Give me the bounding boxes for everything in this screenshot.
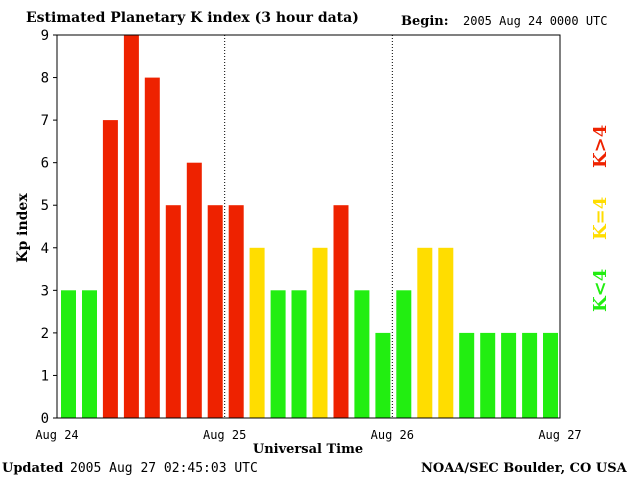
- bar: [333, 205, 349, 418]
- bar: [417, 247, 433, 418]
- bar: [123, 35, 139, 418]
- x-day-label: Aug 26: [371, 428, 414, 442]
- bar: [375, 332, 391, 418]
- legend-green: K<4: [590, 268, 611, 312]
- y-tick-label: 8: [41, 71, 49, 87]
- y-tick-label: 0: [41, 411, 49, 427]
- x-day-label: Aug 24: [35, 428, 78, 442]
- bar: [480, 332, 496, 418]
- y-tick-label: 1: [41, 368, 49, 384]
- bar: [438, 247, 454, 418]
- legend-yellow: K=4: [590, 196, 611, 240]
- bar: [186, 162, 202, 418]
- y-tick-label: 5: [41, 198, 49, 214]
- bar: [354, 290, 370, 418]
- y-tick-label: 2: [41, 326, 49, 342]
- bar: [522, 332, 538, 418]
- y-tick-label: 6: [41, 156, 49, 172]
- legend-red: K>4: [590, 124, 611, 168]
- y-tick-label: 3: [41, 283, 49, 299]
- y-tick-label: 9: [41, 28, 49, 44]
- bar: [82, 290, 97, 418]
- bar: [144, 77, 160, 418]
- x-day-label: Aug 27: [538, 428, 581, 442]
- bar: [291, 290, 307, 418]
- y-tick-label: 4: [41, 241, 49, 257]
- begin-label: Begin:: [401, 14, 449, 29]
- x-day-label: Aug 25: [203, 428, 246, 442]
- bar: [543, 332, 558, 418]
- bar: [396, 290, 412, 418]
- bar: [249, 247, 265, 418]
- x-axis-title: Universal Time: [253, 442, 363, 457]
- bar: [270, 290, 286, 418]
- source-label: NOAA/SEC Boulder, CO USA: [421, 461, 627, 476]
- y-axis-title: Kp index: [15, 193, 31, 263]
- bar: [501, 332, 517, 418]
- bar: [102, 120, 118, 418]
- updated-value: 2005 Aug 27 02:45:03 UTC: [70, 461, 258, 476]
- bar: [459, 332, 475, 418]
- updated-label: Updated: [2, 461, 64, 476]
- chart-title: Estimated Planetary K index (3 hour data…: [26, 10, 359, 26]
- bar: [312, 247, 328, 418]
- bar: [207, 205, 223, 418]
- begin-value: 2005 Aug 24 0000 UTC: [463, 14, 608, 28]
- bar: [228, 205, 244, 418]
- plot-frame: [56, 34, 561, 419]
- bar: [61, 290, 76, 418]
- y-tick-label: 7: [41, 113, 49, 129]
- bar: [165, 205, 181, 418]
